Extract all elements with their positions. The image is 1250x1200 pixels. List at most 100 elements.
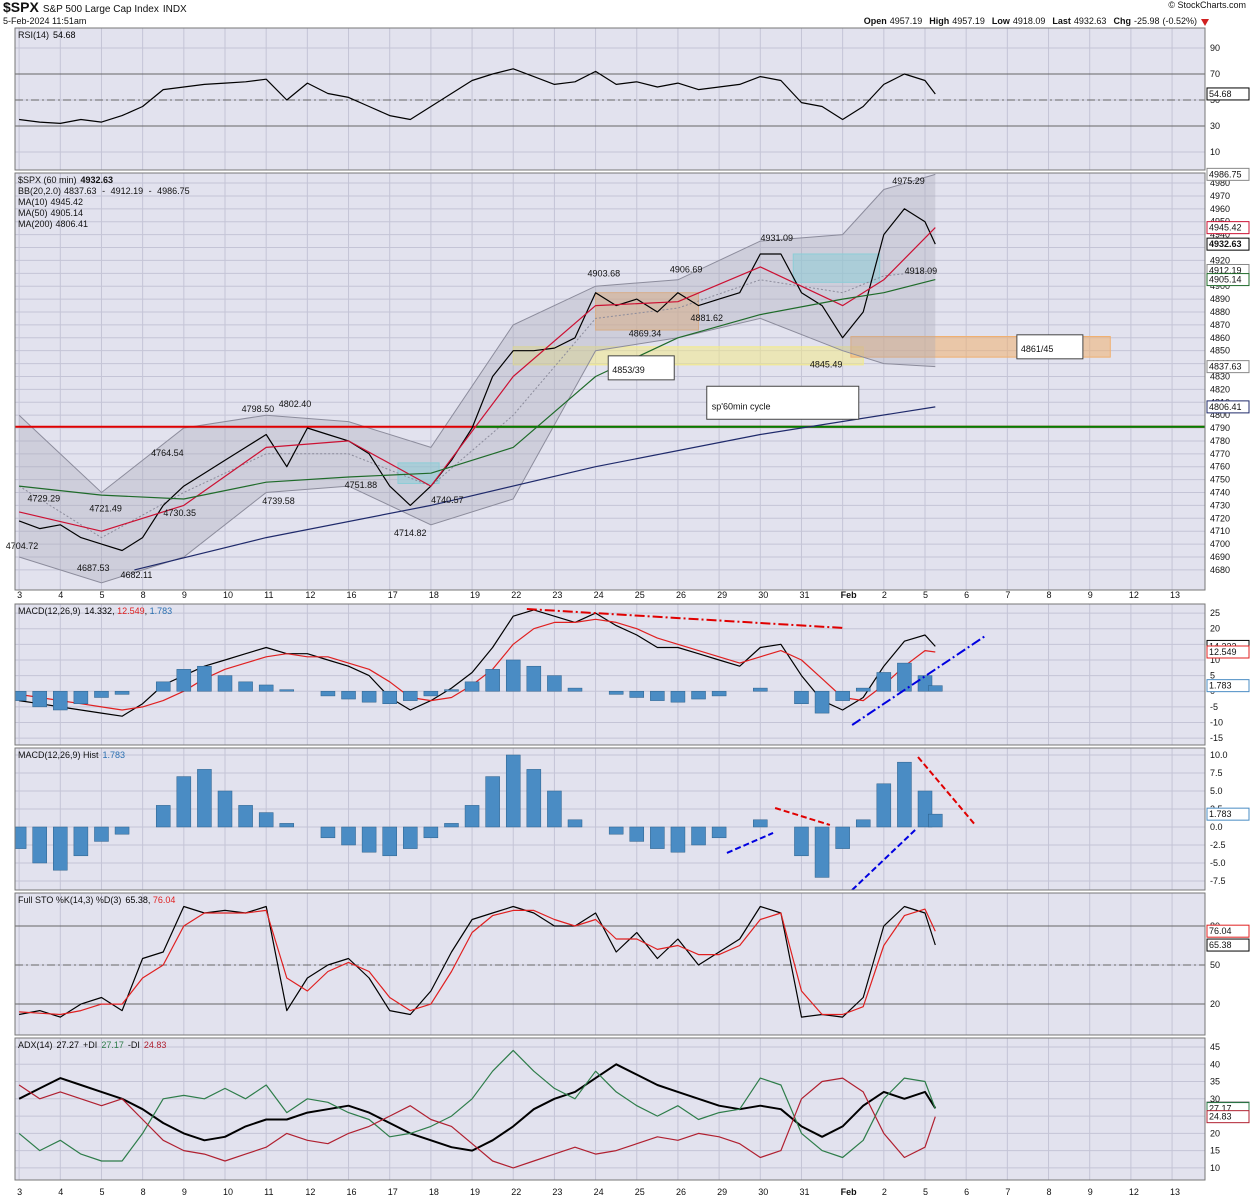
histogram-bar bbox=[114, 826, 130, 835]
value-box bbox=[1206, 679, 1250, 693]
note-text: sp'60min cycle bbox=[712, 401, 771, 411]
histogram-bar bbox=[711, 690, 727, 697]
legend-value: 1.783 bbox=[150, 606, 173, 616]
y-tick-label: 4800 bbox=[1210, 410, 1230, 420]
y-tick-label: 4870 bbox=[1210, 320, 1230, 330]
legend-value: 65.38 bbox=[125, 895, 148, 905]
legend-part: MA(200) bbox=[18, 219, 53, 229]
price-annotation: 4739.58 bbox=[262, 496, 295, 506]
histogram-bar bbox=[928, 685, 943, 692]
histogram-bar bbox=[928, 813, 943, 828]
legend: MACD(12,26,9) Hist 1.783 bbox=[18, 750, 125, 760]
y-tick-label: 4970 bbox=[1210, 191, 1230, 201]
histogram-bar bbox=[320, 690, 336, 697]
price-annotation: 4729.29 bbox=[28, 493, 61, 503]
quote-value: 4932.63 bbox=[1074, 16, 1107, 26]
price-annotation: 4931.09 bbox=[760, 233, 793, 243]
histogram-bar bbox=[73, 690, 89, 704]
histogram-bar bbox=[197, 665, 212, 692]
series-line bbox=[19, 279, 936, 500]
histogram-bar bbox=[361, 690, 377, 703]
legend-part: 4837.63 bbox=[64, 186, 97, 196]
band-upper bbox=[18, 173, 936, 494]
y-tick-label: -10 bbox=[1210, 717, 1223, 727]
zone-label-box bbox=[607, 355, 675, 381]
x-tick-label: 24 bbox=[594, 590, 604, 600]
histogram-bar bbox=[361, 826, 377, 853]
panel bbox=[15, 28, 1205, 170]
legend-value: 27.27 bbox=[57, 1040, 80, 1050]
y-tick-label: 70 bbox=[1210, 69, 1220, 79]
panel bbox=[15, 1038, 1205, 1180]
panel-bg bbox=[15, 893, 1205, 1035]
value-box-label: 1.783 bbox=[1209, 809, 1232, 819]
x-tick-label: 8 bbox=[1047, 590, 1052, 600]
y-tick-label: -7.5 bbox=[1210, 876, 1226, 886]
panel bbox=[15, 748, 1205, 890]
legend-part: - bbox=[100, 186, 108, 196]
y-tick-label: 4890 bbox=[1210, 294, 1230, 304]
value-box bbox=[1206, 273, 1250, 287]
quote-label: Low bbox=[992, 16, 1011, 26]
histogram-bar bbox=[114, 690, 130, 695]
legend-value: 27.17 bbox=[101, 1040, 124, 1050]
x-tick-label: 6 bbox=[964, 590, 969, 600]
value-box bbox=[1206, 400, 1250, 414]
x-tick-label: 9 bbox=[182, 590, 187, 600]
histogram-bar bbox=[94, 826, 109, 842]
y-tick-label: 4720 bbox=[1210, 513, 1230, 523]
trendline bbox=[526, 608, 846, 630]
x-tick-label: 2 bbox=[882, 590, 887, 600]
histogram-bar bbox=[258, 812, 274, 828]
histogram-bar bbox=[382, 826, 397, 857]
histogram-bar bbox=[423, 690, 439, 697]
legend: Full STO %K(14,3) %D(3) 65.38, 76.04 bbox=[18, 895, 175, 905]
legend-title: $SPX (60 min) bbox=[18, 175, 77, 185]
quote-label: High bbox=[929, 16, 949, 26]
histogram-bar bbox=[814, 826, 830, 878]
panel-border bbox=[14, 27, 1206, 171]
histogram-bar bbox=[217, 790, 233, 828]
legend-value: 14.332 bbox=[85, 606, 113, 616]
y-tick-label: 4790 bbox=[1210, 423, 1230, 433]
histogram-bar bbox=[711, 826, 727, 839]
histogram-bar bbox=[567, 819, 583, 828]
value-box-label: 4986.75 bbox=[1209, 169, 1242, 179]
x-tick-label: 3 bbox=[17, 590, 22, 600]
y-tick-label: 10 bbox=[1210, 1163, 1220, 1173]
histogram-bar bbox=[382, 690, 397, 704]
x-tick-label: 12 bbox=[305, 590, 315, 600]
y-tick-label: 10 bbox=[1210, 147, 1220, 157]
y-tick-label: 45 bbox=[1210, 1042, 1220, 1052]
quote-value: -25.98 bbox=[1134, 16, 1160, 26]
x-tick-label: 10 bbox=[223, 590, 233, 600]
legend-part: 4905.14 bbox=[51, 208, 84, 218]
y-tick-label: 15 bbox=[1210, 1146, 1220, 1156]
value-box bbox=[1206, 807, 1250, 821]
x-tick-label: 8 bbox=[141, 590, 146, 600]
zone-label-box bbox=[1016, 334, 1084, 360]
y-tick-label: 4780 bbox=[1210, 436, 1230, 446]
x-tick-label: 19 bbox=[470, 1187, 480, 1197]
x-tick-label: 22 bbox=[511, 590, 521, 600]
legend: RSI(14) 54.68 bbox=[18, 30, 76, 40]
y-tick-label: 4760 bbox=[1210, 462, 1230, 472]
price-annotation: 4906.69 bbox=[670, 265, 703, 275]
histogram-bar bbox=[505, 659, 521, 692]
y-tick-label: 5.0 bbox=[1210, 786, 1223, 796]
price-annotation: 4845.49 bbox=[810, 359, 843, 369]
value-box-label: 76.04 bbox=[1209, 926, 1232, 936]
legend-part: MA(50) bbox=[18, 208, 48, 218]
x-tick-label: 17 bbox=[388, 1187, 398, 1197]
y-tick-label: 5 bbox=[1210, 671, 1215, 681]
value-box-label: 4912.19 bbox=[1209, 265, 1242, 275]
legend-part: 4912.19 bbox=[111, 186, 144, 196]
histogram-bar bbox=[794, 826, 809, 857]
panel-bg bbox=[15, 604, 1205, 745]
legend-part: 4945.42 bbox=[51, 197, 84, 207]
value-box-label: 4945.42 bbox=[1209, 223, 1242, 233]
legend-entry: MA(50) 4905.14 bbox=[18, 208, 83, 218]
value-box-label: 54.68 bbox=[1209, 89, 1232, 99]
price-annotation: 4740.57 bbox=[431, 495, 464, 505]
